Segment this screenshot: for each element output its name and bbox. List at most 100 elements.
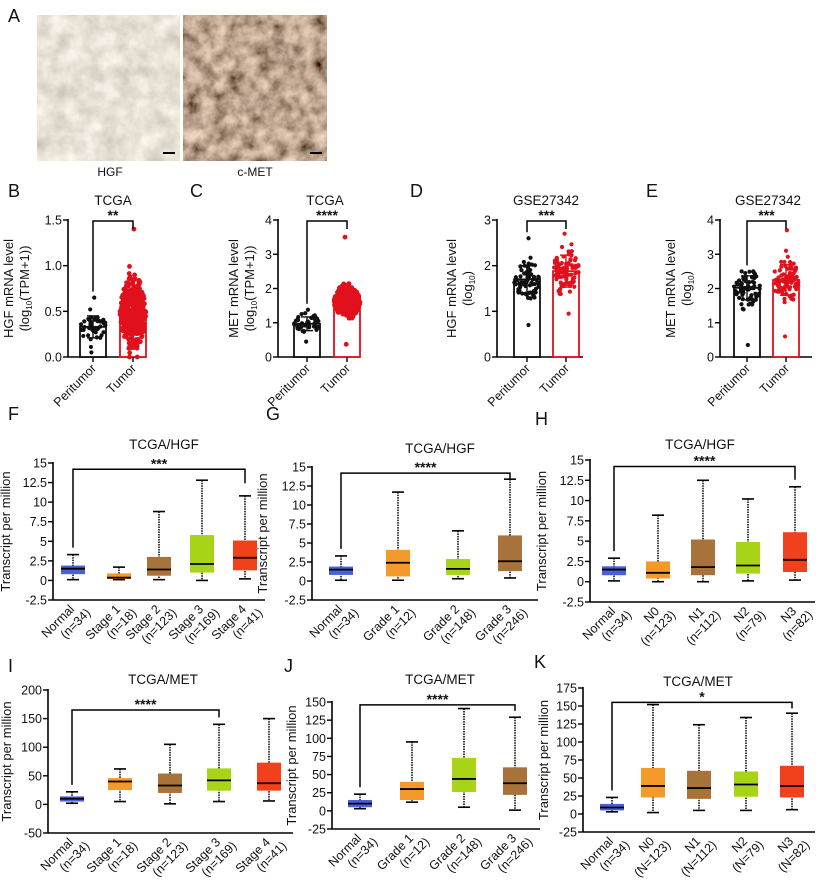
significance-bracket [746, 220, 787, 266]
chart-title: TCGA/MET [405, 672, 475, 687]
box-normal [61, 553, 85, 581]
x-tick-label: Tumor [537, 361, 572, 396]
data-point [519, 268, 524, 273]
data-point [119, 295, 125, 300]
iqr-box [780, 765, 804, 798]
data-point [88, 344, 94, 350]
data-point [127, 263, 132, 269]
data-point [739, 281, 744, 286]
iqr-box [329, 566, 353, 575]
hgf-ihc-image [37, 15, 180, 161]
data-point [126, 271, 132, 276]
data-point [526, 261, 531, 266]
y-tick-label: 12.5 [23, 476, 47, 490]
data-point [295, 317, 300, 322]
y-tick-label: -2.5 [25, 594, 47, 608]
data-point [136, 282, 142, 287]
chart-title: TCGA/MET [128, 672, 198, 687]
panel-h: H TCGA/HGF -2.5 0 2.5 5 7.5 10 12.5 15 Transcript … [534, 409, 816, 648]
significance-stars: **** [694, 452, 716, 468]
data-point [782, 296, 787, 301]
data-point [790, 275, 795, 280]
y-axis-label: HGF mRNA level [444, 239, 459, 338]
y-tick-label: 50 [563, 772, 577, 786]
data-point [92, 326, 98, 331]
data-point [751, 269, 756, 274]
y-tick-label: 12.5 [560, 474, 584, 488]
box-grade-2 [446, 530, 470, 580]
x-tick-label: Peritumor [51, 361, 99, 409]
panel-letter: A [8, 6, 20, 26]
data-point [125, 280, 131, 286]
box-stage-2 [158, 743, 182, 805]
x-tick-label: N3(n=82) [770, 598, 816, 644]
data-point [126, 276, 132, 282]
panel-k: K TCGA/MET -25 0 25 50 75 100 125 150 175 Transcrip… [534, 652, 815, 880]
data-point [92, 295, 97, 300]
y-tick-label: -2.5 [284, 594, 306, 608]
unit-prefix: (log [460, 284, 475, 306]
panel-letter: K [534, 652, 546, 672]
data-point [518, 264, 523, 269]
y-axis-label-unit: (log10) [679, 271, 696, 306]
data-point [526, 322, 531, 328]
x-tick-label: N3(N=82) [765, 828, 812, 875]
data-point [748, 295, 753, 300]
chart-title: TCGA [306, 193, 344, 208]
unit-prefix: (log [242, 310, 257, 332]
data-point [351, 288, 356, 293]
x-tick-label: Stage 1(n=18) [84, 829, 141, 886]
y-tick-label: 0 [40, 574, 47, 588]
data-point [349, 304, 355, 309]
data-point [536, 280, 541, 285]
iqr-box [503, 767, 527, 795]
data-point [557, 274, 562, 280]
y-tick-label: 3 [707, 248, 714, 262]
iqr-box [446, 558, 470, 575]
y-tick-label: 100 [305, 732, 326, 746]
y-axis-label: Transcript per million [0, 701, 14, 821]
data-point [136, 302, 141, 307]
data-point [86, 333, 91, 338]
data-point [92, 317, 98, 322]
y-axis-label: Transcript per million [534, 471, 549, 591]
y-tick-label: 1.0 [45, 259, 62, 273]
data-point [82, 319, 87, 324]
chart-title: GSE27342 [513, 193, 579, 208]
y-axis-label: Transcript per million [255, 473, 270, 593]
panel-letter: D [410, 181, 423, 201]
panel-c: C TCGA 0 1 2 3 4 MET mRNA level (log10(TPM+1)) Pe… [190, 181, 363, 409]
box-normal [348, 793, 372, 810]
data-point [731, 284, 737, 289]
data-point [780, 278, 785, 283]
y-tick-label: 150 [556, 700, 577, 714]
data-point [735, 290, 740, 295]
data-point [89, 350, 94, 355]
x-tick-label: Stage 4(n=41) [209, 596, 266, 653]
significance-bracket [72, 468, 246, 548]
y-tick-label: 0 [265, 351, 272, 365]
data-point [745, 342, 750, 348]
data-point [570, 265, 575, 271]
data-point [123, 314, 129, 320]
data-point [82, 325, 87, 330]
iqr-box [452, 757, 476, 792]
iqr-box [147, 556, 171, 576]
iqr-box [687, 770, 711, 799]
y-tick-label: 1 [265, 316, 272, 330]
data-point [120, 325, 126, 331]
series-tumor [552, 231, 581, 358]
data-point [335, 307, 340, 313]
box-n3 [783, 485, 807, 581]
box-stage-3 [207, 723, 231, 803]
data-point [525, 295, 531, 300]
box-stage-3 [190, 479, 214, 582]
x-tick-label: Grade 3(n=246) [477, 825, 535, 883]
y-tick-label: 150 [305, 696, 326, 710]
box-stage-1 [107, 566, 131, 581]
y-tick-label: 25 [563, 790, 577, 804]
panel-letter: I [8, 656, 13, 676]
iqr-box [602, 566, 626, 576]
data-point [554, 256, 560, 261]
